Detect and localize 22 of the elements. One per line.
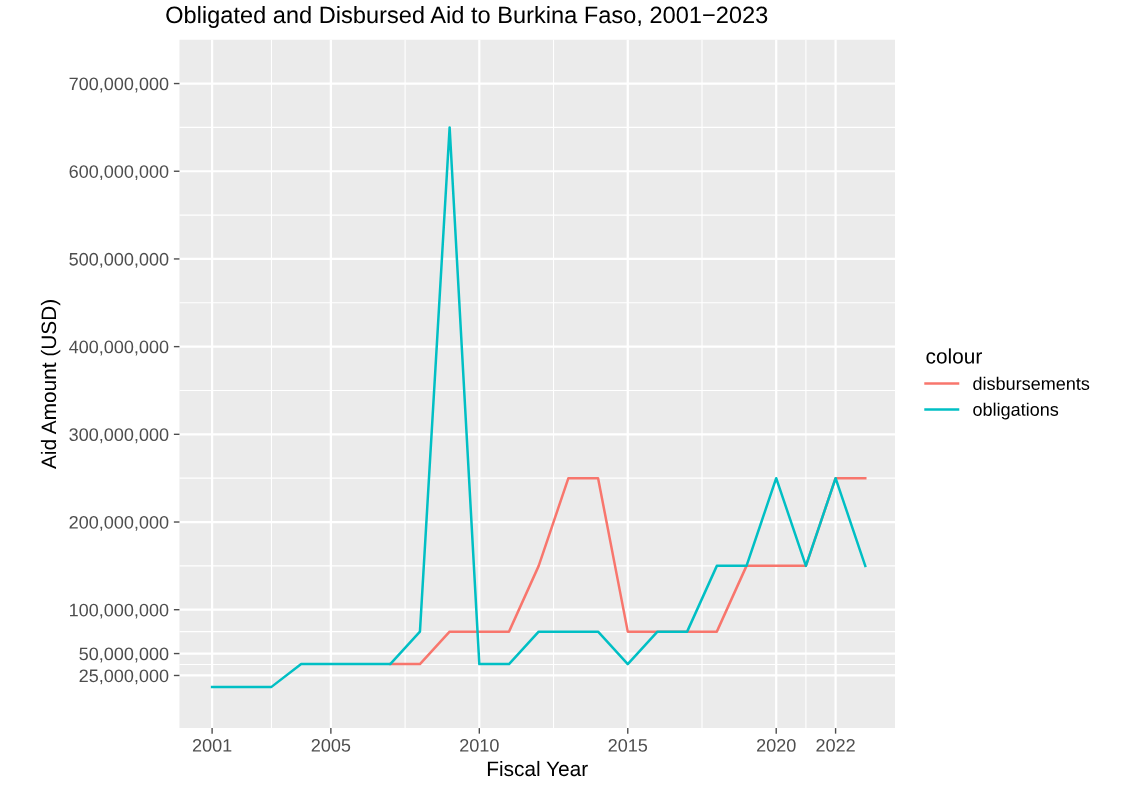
- legend-label: disbursements: [973, 376, 1090, 391]
- x-tick-label: 2010: [460, 738, 499, 752]
- x-tick-label: 2005: [311, 738, 351, 752]
- y-tick-label: 200,000,000: [69, 515, 169, 531]
- x-tick-label: 2020: [757, 738, 796, 752]
- x-axis-title: Fiscal Year: [487, 760, 588, 777]
- y-tick-label: 500,000,000: [69, 252, 169, 268]
- legend-title: colour: [926, 348, 982, 364]
- legend-label: obligations: [973, 402, 1059, 420]
- y-tick-label: 700,000,000: [69, 77, 169, 93]
- y-tick-label: 100,000,000: [70, 603, 169, 619]
- y-axis-title: Aid Amount (USD): [40, 300, 61, 469]
- x-tick-label: 2015: [608, 738, 648, 752]
- y-tick-label: 50,000,000: [79, 647, 169, 663]
- chart-title: Obligated and Disbursed Aid to Burkina Faso, 2001−2023: [166, 5, 768, 28]
- y-tick-label: 400,000,000: [69, 340, 169, 356]
- x-tick-label: 2022: [816, 738, 855, 752]
- x-tick-label: 2001: [192, 738, 232, 752]
- y-tick-label: 300,000,000: [69, 428, 169, 444]
- y-tick-label: 25,000,000: [79, 669, 169, 685]
- y-tick-label: 600,000,000: [69, 165, 169, 181]
- line-series: [210, 126, 867, 689]
